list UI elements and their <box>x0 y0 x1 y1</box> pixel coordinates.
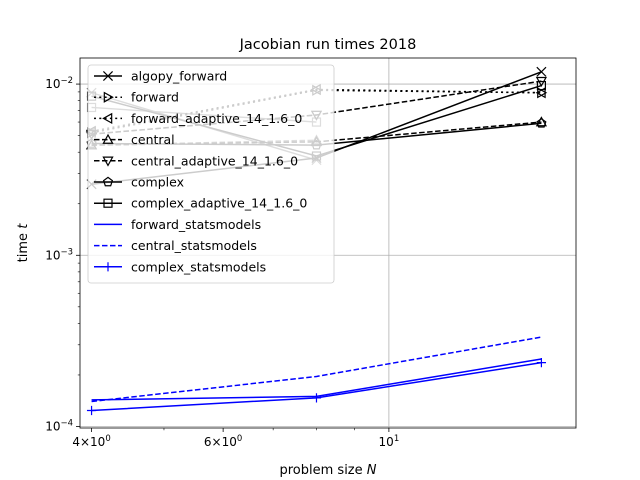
legend-marker <box>102 176 114 187</box>
legend-label: forward_statsmodels <box>131 217 261 232</box>
x-tick-label: 6×100 <box>204 434 242 449</box>
series-complex-point <box>536 117 547 128</box>
legend-entry: central_adaptive_14_1.6_0 <box>94 153 298 168</box>
legend-label: central <box>131 132 175 147</box>
legend-entry: forward <box>94 90 179 105</box>
legend-marker <box>102 70 114 82</box>
legend-label: central_statsmodels <box>131 238 257 253</box>
chart-title: Jacobian run times 2018 <box>239 37 417 53</box>
x-tick-label: 4×100 <box>72 434 110 449</box>
series-forward-adaptive-14-1-6-0-point <box>535 87 546 99</box>
legend-label: algopy_forward <box>131 69 227 84</box>
series-complex-statsmodels-point <box>536 358 547 368</box>
axes-frame <box>79 57 577 429</box>
series-algopy-forward-point <box>536 66 547 77</box>
series-central-statsmodels-line <box>91 336 542 403</box>
series-central-point <box>535 116 548 127</box>
legend-box <box>87 64 335 284</box>
legend-label: forward <box>131 90 179 105</box>
y-axis-label-variable: t <box>16 223 31 229</box>
legend-entry: forward_adaptive_14_1.6_0 <box>94 111 302 126</box>
legend-label: complex <box>131 175 184 190</box>
legend-entry: complex_statsmodels <box>94 259 266 274</box>
series-complex-statsmodels-point <box>311 393 322 403</box>
x-axis-label-text: problem size <box>280 463 367 478</box>
x-axis-label-variable: N <box>367 463 377 478</box>
series-complex-adaptive-14-1-6-0-point <box>536 80 547 91</box>
legend-entry: forward_statsmodels <box>94 217 261 232</box>
x-axis-label: problem size N <box>280 463 377 478</box>
legend-entry: central_statsmodels <box>94 238 257 253</box>
legend-label: complex_statsmodels <box>131 259 266 274</box>
legend-entry: complex <box>94 175 184 190</box>
legend-marker <box>102 112 113 125</box>
series-complex-statsmodels-point <box>86 405 97 416</box>
legend-label: complex_adaptive_14_1.6_0 <box>131 196 307 211</box>
legend-marker <box>103 91 114 103</box>
series-complex-statsmodels <box>86 358 547 416</box>
legend-entry: algopy_forward <box>94 69 227 84</box>
legend-label: central_adaptive_14_1.6_0 <box>131 153 298 168</box>
legend-entry: complex_adaptive_14_1.6_0 <box>94 196 307 211</box>
series-central-statsmodels <box>91 336 542 403</box>
x-axis: 4×100 6×100 101 <box>72 428 399 449</box>
legend-marker <box>102 156 114 167</box>
y-axis-label: time t <box>16 223 31 263</box>
y-axis-label-text: time <box>16 229 31 263</box>
legend-marker <box>103 262 113 272</box>
legend-label: forward_adaptive_14_1.6_0 <box>131 111 302 126</box>
legend-marker <box>102 133 114 144</box>
legend-marker <box>103 198 113 208</box>
legend-entry: central <box>94 132 175 147</box>
